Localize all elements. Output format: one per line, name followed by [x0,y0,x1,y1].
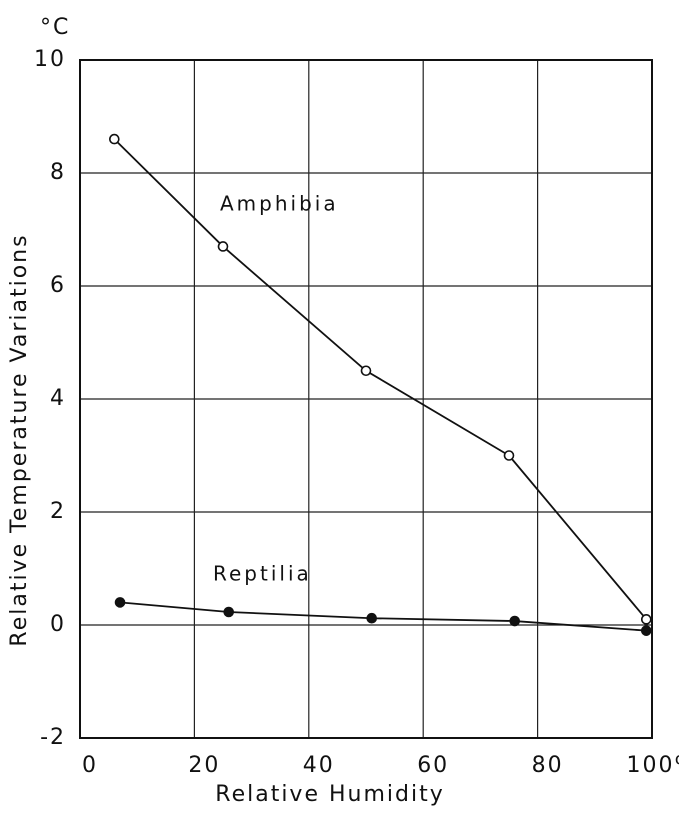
data-point [366,612,378,624]
data-point [640,614,652,625]
x-tick-label: 80 [532,753,564,778]
x-tick-label: 100% [627,753,679,778]
data-point [360,365,372,377]
x-tick-label: 60 [417,753,449,778]
y-unit: °C [40,15,70,40]
data-point [503,450,515,461]
series-line [119,601,647,632]
y-axis-label: Relative Temperature Variations [7,233,32,646]
x-tick-label: 40 [303,753,335,778]
data-point [217,241,229,252]
data-point [114,597,126,608]
data-point [109,133,120,145]
y-tick-label: -2 [40,725,66,750]
x-tick-label: 20 [188,753,220,778]
plot-frame [79,59,653,739]
series-label: Reptilia [213,562,312,586]
x-tick-label: 0 [82,753,98,778]
y-tick-label: 10 [34,47,66,72]
data-point [640,625,652,636]
y-tick-label: 8 [50,160,66,185]
y-tick-label: 0 [50,612,66,637]
y-tick-label: 6 [50,273,66,298]
data-point [223,606,235,618]
data-point [509,615,521,627]
x-axis-label: Relative Humidity [215,782,444,807]
y-tick-label: 2 [50,499,66,524]
y-tick-label: 4 [50,386,66,411]
series-label: Amphibia [220,192,339,216]
